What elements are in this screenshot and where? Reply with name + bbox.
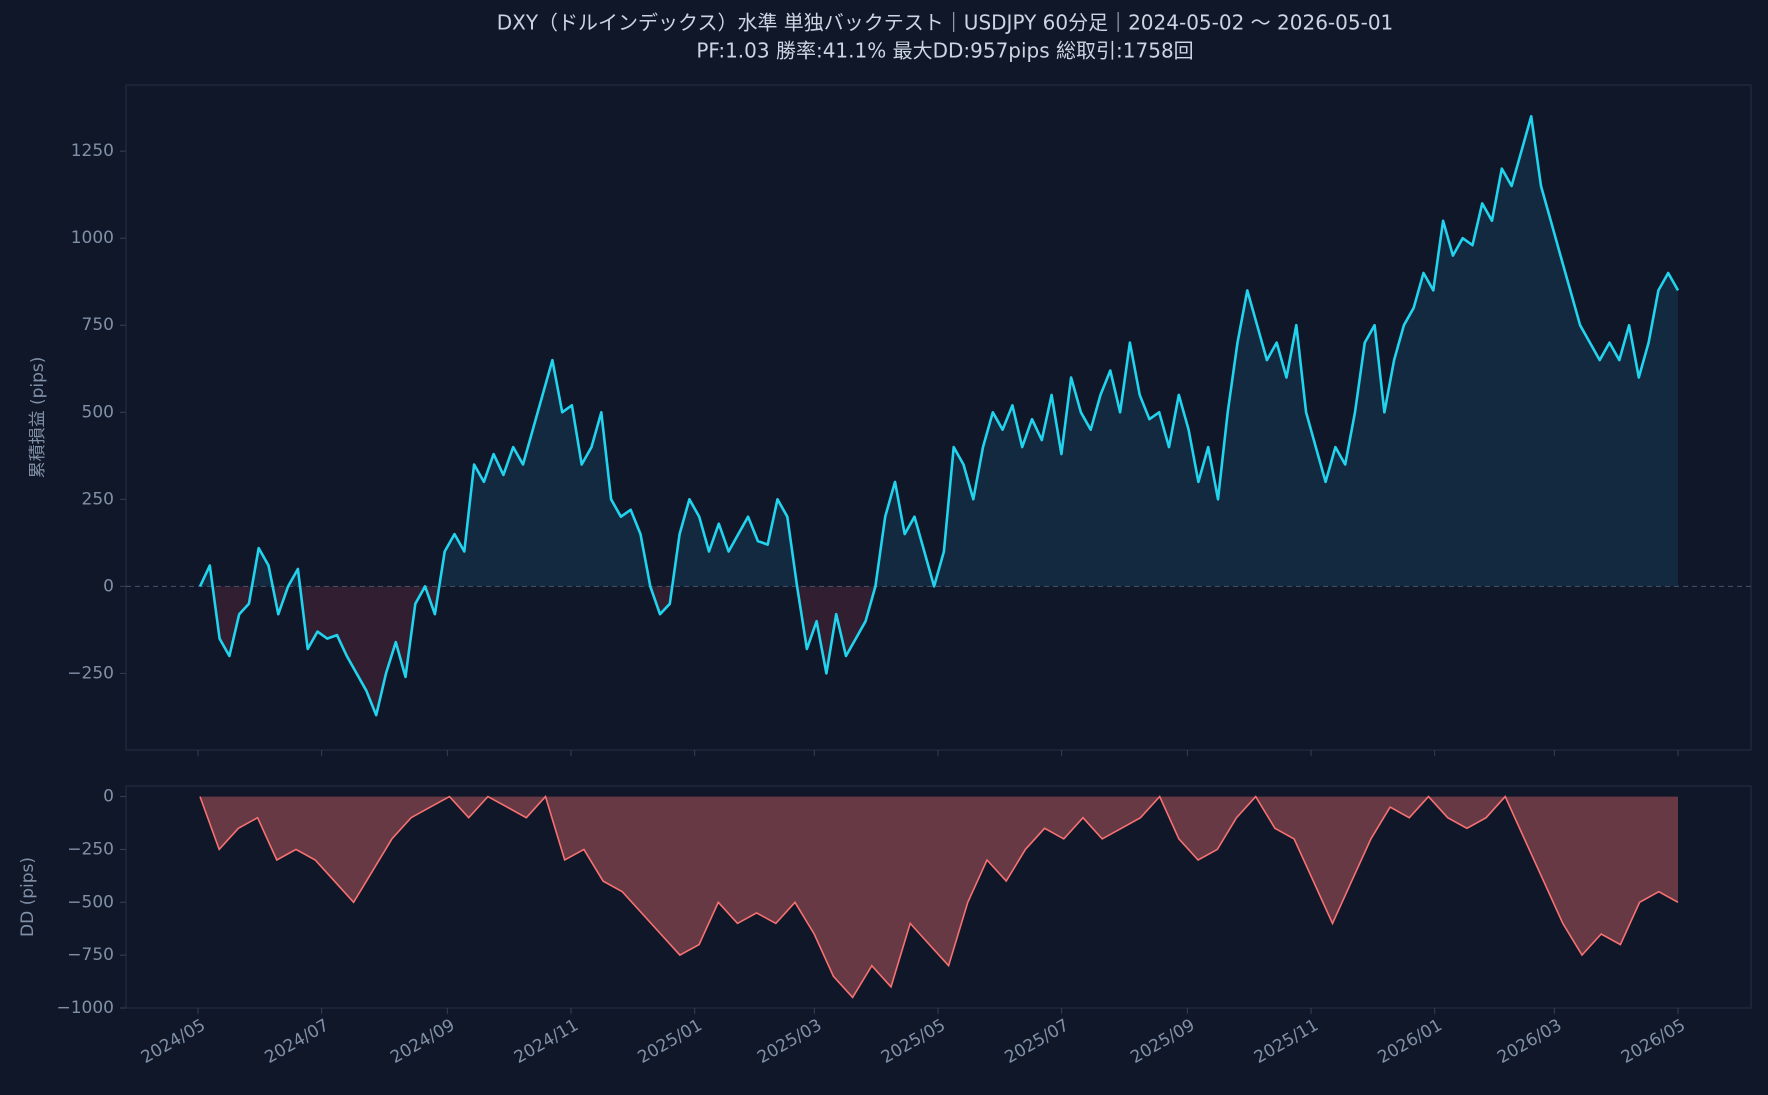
drawdown-line: [199, 795, 1679, 999]
y-tick-label: 0: [103, 576, 114, 596]
y-tick-label: −1000: [56, 998, 114, 1018]
drawdown-area: [200, 796, 1678, 998]
y-tick-label: 1250: [71, 141, 114, 161]
y-tick-label: −250: [67, 663, 114, 683]
y-tick-label: 250: [82, 489, 114, 509]
y-tick-label: −250: [67, 839, 114, 859]
y-tick-label: 0: [103, 787, 114, 807]
chart-subtitle: PF:1.03 勝率:41.1% 最大DD:957pips 総取引:1758回: [696, 39, 1193, 63]
y-tick-label: −500: [67, 892, 114, 912]
plot-area: [125, 785, 1752, 1009]
equity-line: [198, 115, 1680, 717]
y-tick-label: 750: [82, 315, 114, 335]
y-tick-label: 1000: [71, 228, 114, 248]
chart-title: DXY（ドルインデックス）水準 単独バックテスト｜USDJPY 60分足｜202…: [497, 11, 1394, 35]
y-axis-label: DD (pips): [18, 857, 38, 937]
y-tick-label: 500: [82, 402, 114, 422]
positive-area: [200, 116, 1678, 587]
y-axis-label: 累積損益 (pips): [28, 357, 48, 479]
y-tick-label: −750: [67, 945, 114, 965]
